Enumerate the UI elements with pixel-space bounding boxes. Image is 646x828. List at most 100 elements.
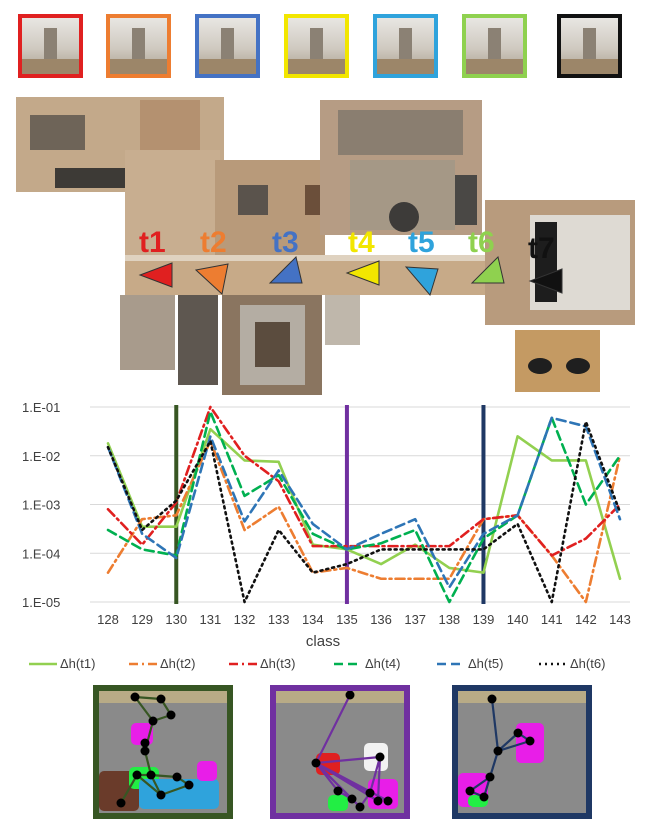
graph-node [479,792,489,802]
graph-node [355,802,365,812]
graph-edge [134,696,154,722]
graph-edge [160,783,190,797]
graph-node [148,716,158,726]
scene-graph [458,691,586,807]
x-tick-label: 130 [165,612,187,627]
graph-edge [497,739,531,753]
trajectory-marker-t3 [268,256,303,284]
trajectory-marker-t7 [528,268,563,294]
graph-node [184,780,194,790]
viewpoint-thumbnail-t7 [557,14,622,78]
graph-edge [315,755,381,765]
scene-graph [276,691,404,812]
graph-node [311,758,321,768]
legend-swatch [334,662,362,666]
graph-node [130,692,140,702]
viewpoint-thumbnail-t3 [195,14,260,78]
legend-label: Δh(t5) [468,656,504,671]
graph-node [485,772,495,782]
graph-node [525,736,535,746]
scene-region [276,691,404,703]
trajectory-marker-t5 [404,266,439,297]
graph-node [156,790,166,800]
series-line-3 [106,405,622,557]
graph-node [116,798,126,808]
graph-node [365,788,375,798]
graph-node [345,691,355,700]
legend-label: Δh(t4) [365,656,401,671]
graph-node [140,746,150,756]
graph-edge [376,756,382,802]
trajectory-label-t5: t5 [408,226,435,259]
graph-node [465,786,475,796]
graph-node [146,770,156,780]
series-line-1 [106,427,622,581]
x-tick-label: 128 [97,612,119,627]
x-tick-label: 140 [507,612,529,627]
graph-node [132,770,142,780]
floor-plan-rooms [16,97,635,395]
legend-swatch [539,662,567,666]
chart-series [106,405,622,604]
y-tick-label: 1.E-04 [22,546,60,561]
graph-node [373,796,383,806]
viewpoint-thumbnail-t2 [106,14,171,78]
x-tick-label: 141 [541,612,563,627]
graph-node [383,796,393,806]
viewpoint-thumbnail-t4 [284,14,349,78]
x-tick-label: 137 [404,612,426,627]
x-tick-label: 132 [234,612,256,627]
legend-swatch [229,662,257,666]
trajectory-markers [138,256,563,297]
x-tick-label: 135 [336,612,358,627]
x-tick-label: 133 [268,612,290,627]
x-tick-label: 138 [438,612,460,627]
trajectory-label-t7: t7 [528,232,555,265]
graph-node [140,738,150,748]
y-tick-label: 1.E-02 [22,449,60,464]
floor-plan-map [16,97,635,395]
x-axis-title: class [306,633,340,650]
legend-label: Δh(t6) [570,656,606,671]
graph-edge [490,698,500,752]
x-tick-label: 129 [131,612,153,627]
y-tick-label: 1.E-05 [22,595,60,610]
graph-node [172,772,182,782]
trajectory-marker-t6 [470,256,505,284]
segment-blob [328,795,348,811]
viewpoint-thumbnail-t5 [373,14,438,78]
graph-node [347,794,357,804]
x-tick-label: 139 [473,612,495,627]
segment-blob [139,779,219,809]
graph-edge [368,756,382,794]
legend-label: Δh(t1) [60,656,96,671]
graph-edge [488,750,500,778]
legend-label: Δh(t3) [260,656,296,671]
scene-region [458,691,586,703]
scene-graph-panel-1 [93,685,233,819]
trajectory-label-t1: t1 [139,226,166,259]
legend-swatch [129,662,157,666]
viewpoint-thumbnail-t1 [18,14,83,78]
graph-node [487,694,497,704]
graph-node [375,752,385,762]
legend-swatch [29,662,57,666]
scene-graph-panel-3 [452,685,592,819]
log-scale-line-chart: 1.E-01 1.E-02 1.E-03 1.E-04 1.E-05 128 129 130… [22,400,631,650]
graph-edge [315,762,389,802]
scene-graph-panel-2 [270,685,410,819]
viewpoint-thumbnail-t6 [462,14,527,78]
graph-node [493,746,503,756]
x-tick-label: 134 [302,612,324,627]
legend-swatch [437,662,465,666]
trajectory-label-t6: t6 [468,226,495,259]
graph-node [333,786,343,796]
series-line-2 [106,439,622,604]
graph-edge [120,774,138,804]
trajectory-marker-t2 [194,263,229,295]
x-tick-label: 142 [575,612,597,627]
trajectory-label-t2: t2 [200,226,227,259]
x-tick-label: 131 [200,612,222,627]
series-line-6 [106,420,622,604]
trajectory-label-t3: t3 [272,226,299,259]
